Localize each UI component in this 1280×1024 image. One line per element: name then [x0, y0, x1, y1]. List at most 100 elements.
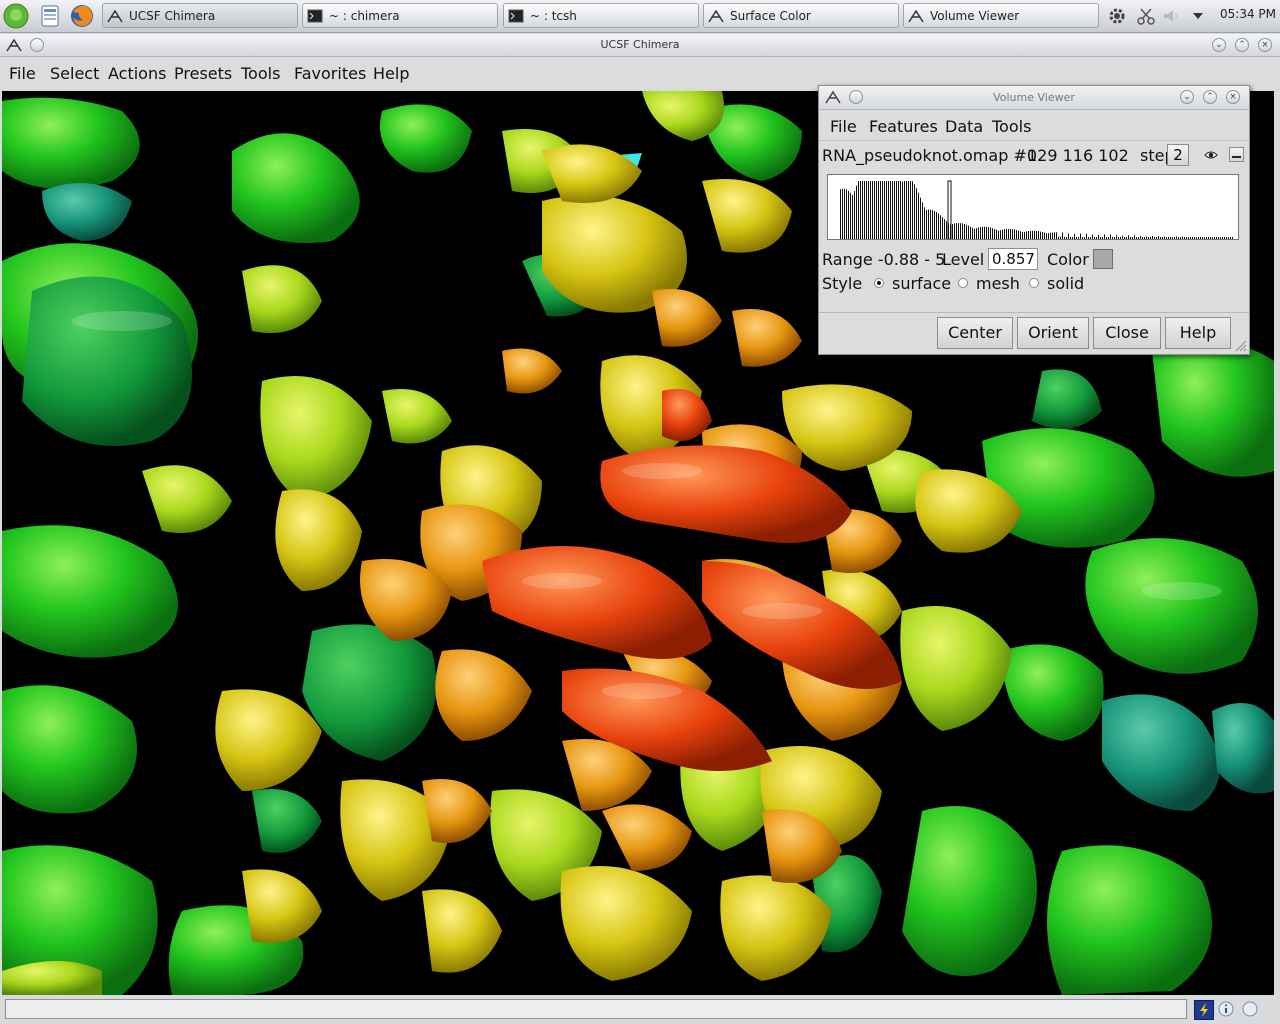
center-button[interactable]: Center — [937, 317, 1013, 349]
show-hide-button[interactable] — [1203, 147, 1219, 163]
style-surface-label[interactable]: surface — [892, 274, 952, 293]
histogram-bar — [920, 197, 921, 239]
clipboard-tray[interactable] — [1134, 4, 1158, 28]
histogram-bar — [922, 202, 923, 239]
histogram-bar — [900, 181, 901, 239]
histogram-bar — [1048, 233, 1049, 239]
minimize-button[interactable]: ⌄ — [1180, 90, 1194, 104]
histogram-bar — [1094, 237, 1095, 239]
resize-grip-icon[interactable] — [1235, 340, 1247, 352]
close-button[interactable]: × — [1226, 90, 1240, 104]
close-dialog-button[interactable]: Close — [1093, 317, 1161, 349]
style-solid-label[interactable]: solid — [1047, 274, 1085, 293]
command-line-toggle[interactable] — [1194, 1000, 1214, 1020]
window-menu-icon[interactable] — [6, 38, 22, 52]
status-message — [5, 999, 1187, 1019]
histogram-bar — [1106, 237, 1107, 239]
histogram-bar — [870, 181, 871, 239]
histogram-bar — [1182, 236, 1183, 239]
style-surface-radio[interactable] — [874, 278, 884, 288]
histogram-bar — [1104, 234, 1105, 239]
histogram-bar — [1012, 229, 1013, 239]
histogram-bar — [884, 181, 885, 239]
histogram-bar — [844, 188, 845, 239]
app-menu-launcher[interactable] — [2, 2, 30, 30]
histogram-bar — [1000, 230, 1001, 239]
dialog-menu-features[interactable]: Features — [869, 117, 938, 136]
dialog-menu-file[interactable]: File — [830, 117, 857, 136]
histogram-bar — [1118, 237, 1119, 239]
task-terminal-tcsh[interactable]: ~ : tcsh — [503, 3, 699, 28]
menubar: File Select Actions Presets Tools Favori… — [0, 57, 1280, 89]
dialog-menu-data[interactable]: Data — [945, 117, 984, 136]
histogram-bar — [984, 226, 985, 239]
histogram-bar — [864, 181, 865, 239]
histogram-bar — [1084, 237, 1085, 239]
histogram-bar — [1152, 235, 1153, 239]
menu-tools[interactable]: Tools — [241, 64, 281, 83]
histogram-bar — [1096, 237, 1097, 239]
histogram-bar — [1190, 237, 1191, 239]
menu-file[interactable]: File — [9, 64, 36, 83]
sticky-button[interactable] — [30, 38, 44, 52]
orient-button[interactable]: Orient — [1017, 317, 1089, 349]
task-surface-color[interactable]: Surface Color — [703, 3, 899, 28]
style-solid-radio[interactable] — [1029, 278, 1039, 288]
volume-tray[interactable] — [1160, 4, 1184, 28]
histogram-bar — [1034, 230, 1035, 239]
histogram-bar — [1110, 234, 1111, 239]
menu-favorites[interactable]: Favorites — [294, 64, 367, 83]
menu-select[interactable]: Select — [50, 64, 100, 83]
task-label: ~ : tcsh — [530, 8, 577, 23]
task-ucsf-chimera[interactable]: UCSF Chimera — [102, 3, 298, 28]
histogram-bar — [898, 181, 899, 239]
window-menu-icon[interactable] — [825, 90, 841, 104]
histogram-bar — [1040, 231, 1041, 239]
histogram-bar — [972, 227, 973, 239]
clock[interactable]: 05:34 PM — [1220, 7, 1276, 21]
histogram-bar — [1088, 237, 1089, 239]
maximize-button[interactable]: ⌃ — [1235, 38, 1249, 52]
menu-help[interactable]: Help — [373, 64, 410, 83]
help-button[interactable]: Help — [1165, 317, 1231, 349]
close-button[interactable]: × — [1258, 38, 1272, 52]
firefox-launcher[interactable] — [68, 2, 96, 30]
histogram-bar — [928, 209, 929, 239]
minus-icon — [1232, 156, 1241, 158]
reply-log-button[interactable] — [1242, 1001, 1258, 1017]
step-menu-button[interactable]: 2 — [1167, 144, 1189, 166]
level-input[interactable]: 0.857 — [988, 248, 1038, 270]
menu-presets[interactable]: Presets — [174, 64, 233, 83]
histogram-bar — [886, 181, 887, 239]
info-button[interactable] — [1218, 1001, 1234, 1017]
histogram-bar — [896, 181, 897, 239]
histogram-bar — [1016, 230, 1017, 239]
level-histogram[interactable] — [827, 174, 1239, 240]
close-panel-button[interactable] — [1229, 147, 1244, 162]
color-swatch[interactable] — [1093, 249, 1113, 269]
maximize-button[interactable]: ⌃ — [1203, 90, 1217, 104]
histogram-bar — [882, 181, 883, 239]
histogram-bar — [890, 181, 891, 239]
histogram-bar — [1098, 234, 1099, 239]
style-mesh-label[interactable]: mesh — [976, 274, 1020, 293]
task-terminal-chimera[interactable]: ~ : chimera — [302, 3, 498, 28]
histogram-bar — [1218, 237, 1219, 239]
minimize-button[interactable]: ⌄ — [1212, 38, 1226, 52]
style-mesh-radio[interactable] — [958, 278, 968, 288]
histogram-bar — [1050, 232, 1051, 239]
settings-tray[interactable] — [1105, 4, 1129, 28]
menu-actions[interactable]: Actions — [108, 64, 167, 83]
info-icon — [1218, 1001, 1234, 1017]
panel-arrow-tray[interactable] — [1186, 4, 1210, 28]
level-threshold-marker[interactable] — [947, 180, 952, 240]
map-name[interactable]: RNA_pseudoknot.omap #0 — [822, 146, 1038, 165]
sticky-button[interactable] — [849, 90, 863, 104]
histogram-bar — [962, 223, 963, 239]
task-volume-viewer[interactable]: Volume Viewer — [903, 3, 1099, 28]
file-manager-launcher[interactable] — [36, 2, 64, 30]
histogram-bar — [1114, 237, 1115, 239]
histogram-bar — [1202, 237, 1203, 239]
histogram-bar — [1224, 237, 1225, 239]
dialog-menu-tools[interactable]: Tools — [992, 117, 1032, 136]
